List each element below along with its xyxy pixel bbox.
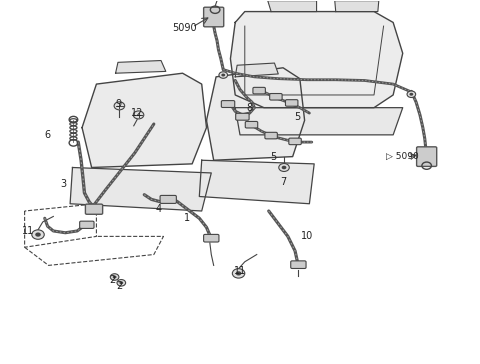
FancyBboxPatch shape bbox=[245, 122, 258, 128]
Text: 6: 6 bbox=[45, 130, 51, 140]
Circle shape bbox=[409, 93, 413, 96]
Text: 1: 1 bbox=[184, 213, 191, 223]
Circle shape bbox=[113, 276, 117, 278]
FancyBboxPatch shape bbox=[236, 113, 249, 120]
Polygon shape bbox=[82, 73, 206, 167]
Text: 2: 2 bbox=[116, 281, 122, 292]
Polygon shape bbox=[235, 108, 403, 135]
Circle shape bbox=[117, 280, 126, 286]
FancyBboxPatch shape bbox=[265, 132, 277, 139]
FancyBboxPatch shape bbox=[221, 100, 235, 107]
Circle shape bbox=[232, 269, 245, 278]
Text: 11: 11 bbox=[23, 226, 35, 236]
Circle shape bbox=[35, 233, 41, 237]
Polygon shape bbox=[335, 1, 379, 12]
Text: 8: 8 bbox=[247, 103, 252, 113]
Polygon shape bbox=[116, 60, 166, 73]
Polygon shape bbox=[235, 63, 278, 77]
Text: 11: 11 bbox=[234, 266, 246, 276]
Text: ▷ 5090: ▷ 5090 bbox=[386, 152, 419, 161]
Circle shape bbox=[133, 111, 144, 119]
Circle shape bbox=[32, 230, 44, 239]
Circle shape bbox=[279, 163, 289, 171]
Circle shape bbox=[236, 271, 241, 276]
FancyBboxPatch shape bbox=[204, 234, 219, 242]
Polygon shape bbox=[206, 68, 305, 160]
Circle shape bbox=[219, 72, 228, 78]
Text: 7: 7 bbox=[280, 177, 286, 187]
Text: 4: 4 bbox=[156, 204, 162, 214]
FancyBboxPatch shape bbox=[204, 7, 224, 27]
FancyBboxPatch shape bbox=[253, 87, 265, 94]
Polygon shape bbox=[268, 1, 317, 12]
FancyBboxPatch shape bbox=[289, 138, 301, 145]
Circle shape bbox=[221, 74, 225, 76]
Circle shape bbox=[282, 166, 287, 169]
Text: 5090: 5090 bbox=[173, 23, 197, 33]
Text: 10: 10 bbox=[301, 232, 313, 241]
Circle shape bbox=[120, 281, 123, 284]
FancyBboxPatch shape bbox=[270, 94, 282, 100]
Text: 2: 2 bbox=[109, 275, 115, 285]
Circle shape bbox=[114, 102, 125, 110]
FancyBboxPatch shape bbox=[286, 100, 298, 106]
Text: 5: 5 bbox=[294, 112, 300, 122]
Text: 9: 9 bbox=[115, 99, 121, 109]
Text: 12: 12 bbox=[131, 108, 144, 118]
Polygon shape bbox=[70, 167, 211, 211]
FancyBboxPatch shape bbox=[160, 195, 176, 203]
Text: 3: 3 bbox=[60, 179, 66, 189]
FancyBboxPatch shape bbox=[85, 204, 103, 214]
FancyBboxPatch shape bbox=[80, 221, 94, 229]
Polygon shape bbox=[230, 12, 403, 108]
FancyBboxPatch shape bbox=[291, 261, 306, 269]
Polygon shape bbox=[199, 160, 314, 204]
Circle shape bbox=[110, 274, 119, 280]
Circle shape bbox=[407, 91, 416, 98]
FancyBboxPatch shape bbox=[417, 147, 437, 166]
Text: 5: 5 bbox=[270, 152, 276, 162]
